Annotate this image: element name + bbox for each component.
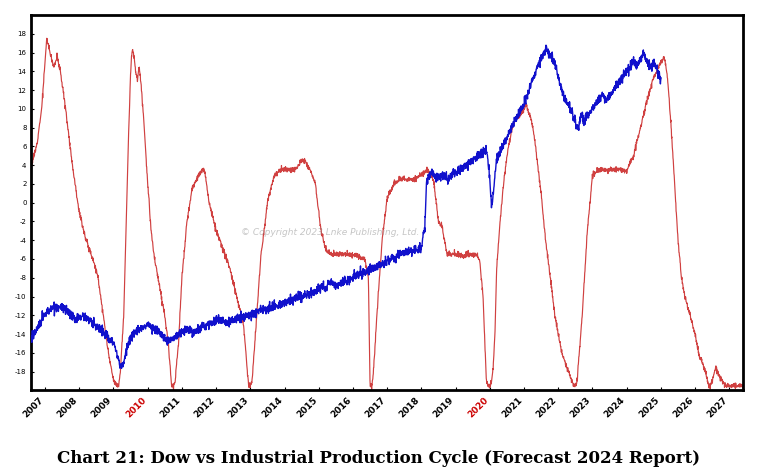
- Text: © Copyright 2023 Lnke Publishing, Ltd.: © Copyright 2023 Lnke Publishing, Ltd.: [241, 228, 419, 237]
- Text: Chart 21: Dow vs Industrial Production Cycle (Forecast 2024 Report): Chart 21: Dow vs Industrial Production C…: [58, 450, 700, 467]
